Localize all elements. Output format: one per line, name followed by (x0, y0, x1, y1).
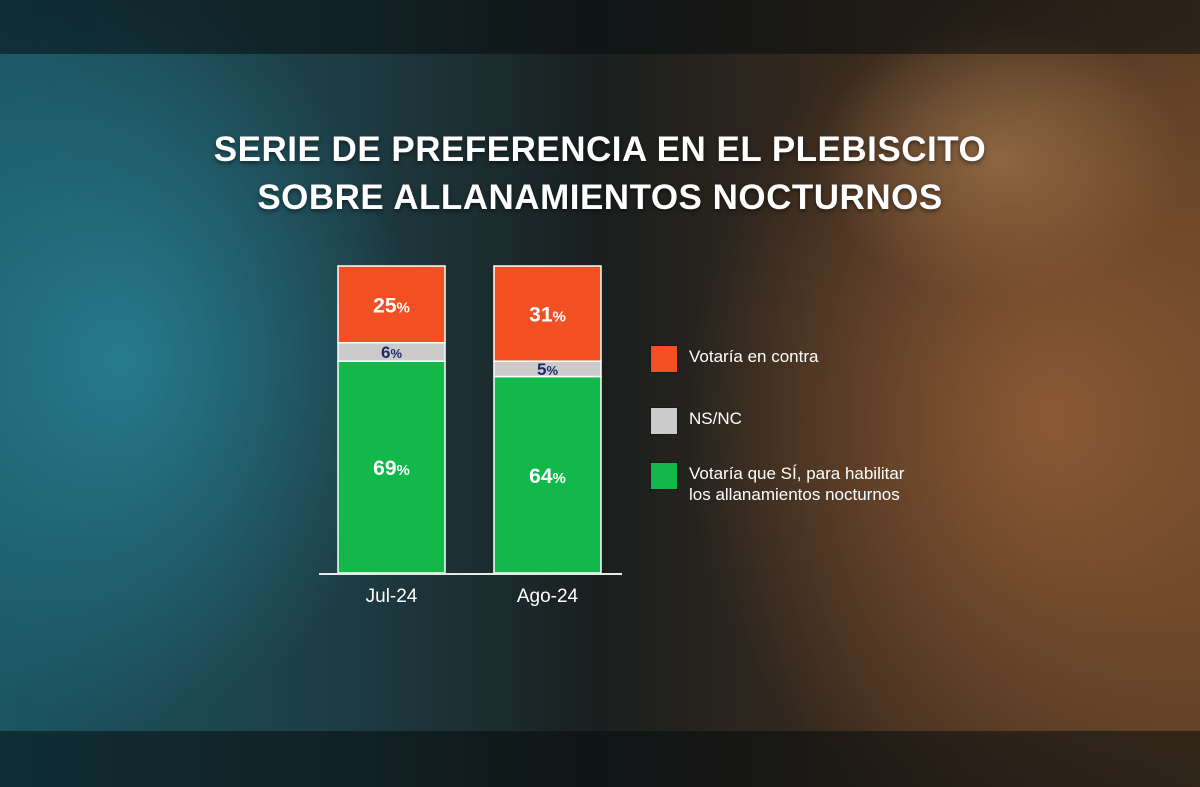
bar-ago-24-contra (493, 265, 602, 362)
legend-label-nsnc: NS/NC (689, 409, 742, 428)
bottom-band (0, 731, 1200, 787)
data-label-ago-24-nsnc: 5% (537, 360, 558, 379)
legend-item-si: Votaría que SÍ, para habilitar los allan… (651, 463, 959, 505)
data-label-ago-24-si: 64% (529, 465, 566, 488)
legend-item-nsnc: NS/NC (651, 408, 959, 434)
x-tick-label-ago-24: Ago-24 (517, 586, 579, 607)
bars-group: 69% 6% 25% 64% 5% 31% (337, 265, 602, 574)
bar-jul-24-si (337, 360, 446, 574)
x-tick-labels: Jul-24 Ago-24 (366, 586, 579, 607)
legend-label-contra: Votaría en contra (689, 347, 819, 366)
legend-swatch-si (651, 463, 677, 489)
data-label-jul-24-si: 69% (373, 457, 410, 480)
x-tick-label-jul-24: Jul-24 (366, 586, 418, 607)
legend-item-contra: Votaría en contra (651, 346, 959, 372)
chart-title-line-2: SOBRE ALLANAMIENTOS NOCTURNOS (257, 178, 943, 217)
data-label-jul-24-contra: 25% (373, 294, 410, 317)
chart-title-line-1: SERIE DE PREFERENCIA EN EL PLEBISCITO (213, 130, 987, 169)
bar-jul-24-contra (337, 265, 446, 344)
data-label-ago-24-contra: 31% (529, 304, 566, 327)
bar-ago-24-si (493, 375, 602, 574)
legend-label-si: Votaría que SÍ, para habilitar los allan… (689, 464, 905, 504)
data-label-jul-24-nsnc: 6% (381, 343, 402, 362)
legend-swatch-contra (651, 346, 677, 372)
legend-swatch-nsnc (651, 408, 677, 434)
chart-title: SERIE DE PREFERENCIA EN EL PLEBISCITO SO… (0, 126, 1200, 222)
top-band (0, 0, 1200, 54)
